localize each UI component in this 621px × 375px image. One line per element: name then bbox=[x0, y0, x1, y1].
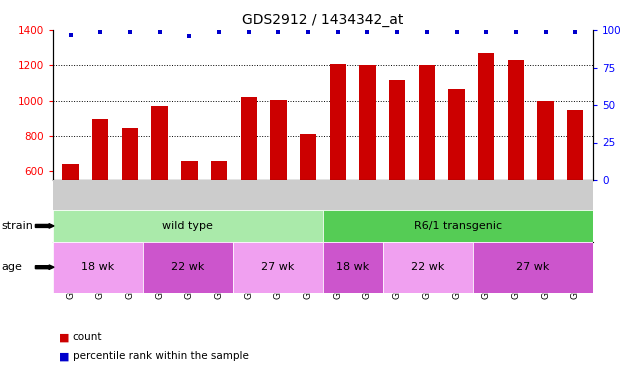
Point bbox=[392, 28, 402, 34]
Point bbox=[95, 28, 105, 34]
Bar bbox=[270, 100, 286, 277]
Text: 22 wk: 22 wk bbox=[171, 262, 204, 272]
Bar bbox=[63, 164, 79, 277]
Text: strain: strain bbox=[2, 221, 34, 231]
Bar bbox=[53, 242, 143, 292]
Point bbox=[451, 28, 461, 34]
Bar bbox=[323, 210, 593, 242]
Point bbox=[363, 28, 373, 34]
Point bbox=[570, 28, 580, 34]
Point bbox=[125, 28, 135, 34]
Bar bbox=[152, 106, 168, 277]
Text: age: age bbox=[2, 262, 23, 272]
Text: ■: ■ bbox=[59, 351, 70, 361]
Bar bbox=[537, 100, 554, 277]
Point bbox=[541, 28, 551, 34]
Bar bbox=[478, 53, 494, 277]
Bar bbox=[122, 128, 138, 277]
Text: GDS2912 / 1434342_at: GDS2912 / 1434342_at bbox=[242, 13, 404, 27]
Text: ■: ■ bbox=[59, 333, 70, 342]
Text: 18 wk: 18 wk bbox=[81, 262, 114, 272]
Text: 18 wk: 18 wk bbox=[337, 262, 369, 272]
Text: percentile rank within the sample: percentile rank within the sample bbox=[73, 351, 248, 361]
Bar bbox=[330, 64, 346, 277]
Point bbox=[273, 28, 283, 34]
Point bbox=[481, 28, 491, 34]
Bar bbox=[53, 210, 323, 242]
Bar bbox=[567, 110, 583, 277]
Point bbox=[511, 28, 521, 34]
Bar bbox=[473, 242, 593, 292]
Bar bbox=[360, 65, 376, 277]
Point bbox=[66, 32, 76, 38]
Text: 22 wk: 22 wk bbox=[411, 262, 445, 272]
Point bbox=[155, 28, 165, 34]
Text: R6/1 transgenic: R6/1 transgenic bbox=[414, 221, 502, 231]
Bar bbox=[448, 89, 465, 277]
Bar bbox=[419, 65, 435, 277]
Text: 27 wk: 27 wk bbox=[516, 262, 550, 272]
Bar bbox=[389, 80, 406, 277]
Text: wild type: wild type bbox=[163, 221, 213, 231]
Text: count: count bbox=[73, 333, 102, 342]
Point bbox=[333, 28, 343, 34]
Bar bbox=[143, 242, 233, 292]
Bar bbox=[240, 97, 257, 277]
Bar bbox=[181, 162, 197, 277]
Point bbox=[214, 28, 224, 34]
Bar bbox=[92, 119, 109, 277]
Point bbox=[303, 28, 313, 34]
Bar bbox=[300, 134, 316, 277]
Bar bbox=[383, 242, 473, 292]
Bar bbox=[508, 60, 524, 277]
Point bbox=[422, 28, 432, 34]
Point bbox=[184, 33, 194, 39]
Point bbox=[243, 28, 253, 34]
Bar bbox=[211, 160, 227, 277]
Bar bbox=[323, 242, 383, 292]
Text: 27 wk: 27 wk bbox=[261, 262, 294, 272]
Bar bbox=[233, 242, 323, 292]
